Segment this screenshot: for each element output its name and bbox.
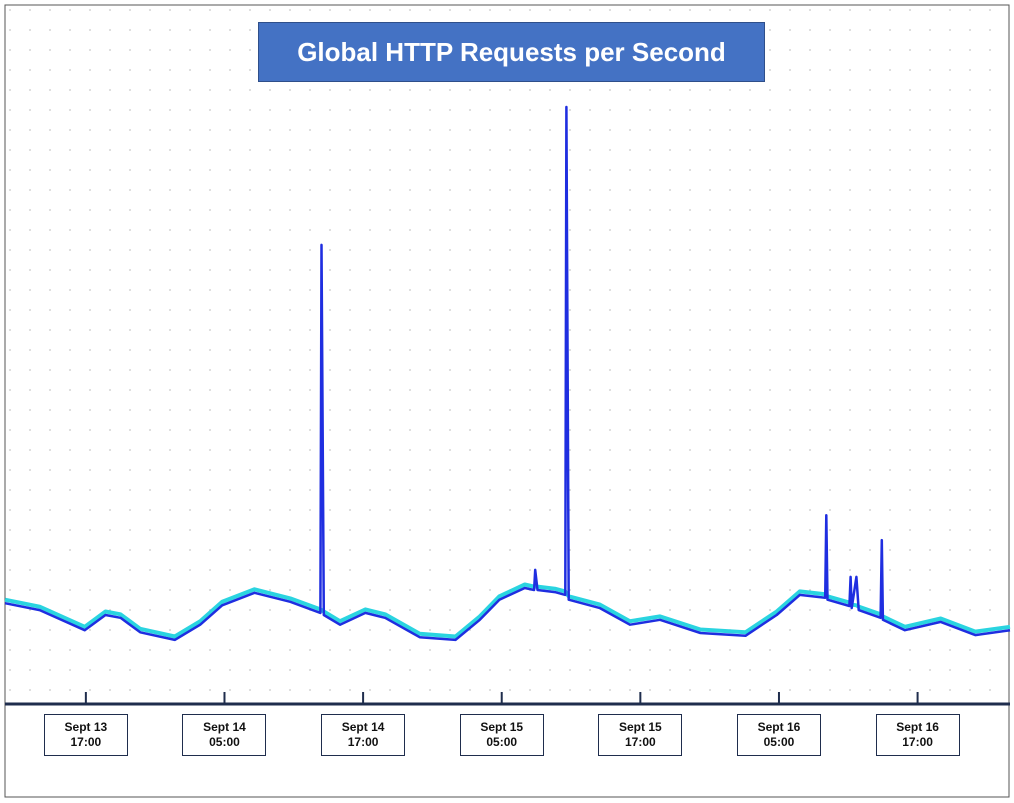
x-tick-label: Sept 13 17:00 bbox=[64, 720, 108, 749]
x-tick-label: Sept 16 17:00 bbox=[896, 720, 939, 749]
x-tick-box: Sept 15 17:00 bbox=[598, 714, 683, 756]
x-tick-box: Sept 15 05:00 bbox=[459, 714, 544, 756]
x-tick-box: Sept 16 17:00 bbox=[875, 714, 960, 756]
series-line bbox=[4, 582, 1011, 639]
frame bbox=[4, 4, 1010, 798]
x-tick-box: Sept 14 05:00 bbox=[182, 714, 267, 756]
x-tick-label: Sept 14 05:00 bbox=[203, 720, 246, 749]
x-tick-label: Sept 16 05:00 bbox=[757, 720, 801, 749]
chart-title: Global HTTP Requests per Second bbox=[258, 22, 765, 82]
x-tick-label: Sept 15 05:00 bbox=[480, 720, 524, 749]
grid-dots bbox=[6, 6, 1008, 703]
x-tick-box: Sept 16 05:00 bbox=[736, 714, 821, 756]
x-tick-label: Sept 14 17:00 bbox=[341, 720, 385, 749]
series-line bbox=[4, 105, 1011, 642]
x-tick-box: Sept 14 17:00 bbox=[321, 714, 406, 756]
x-tick-label: Sept 15 17:00 bbox=[619, 720, 662, 749]
x-tick-box: Sept 13 17:00 bbox=[43, 714, 128, 756]
